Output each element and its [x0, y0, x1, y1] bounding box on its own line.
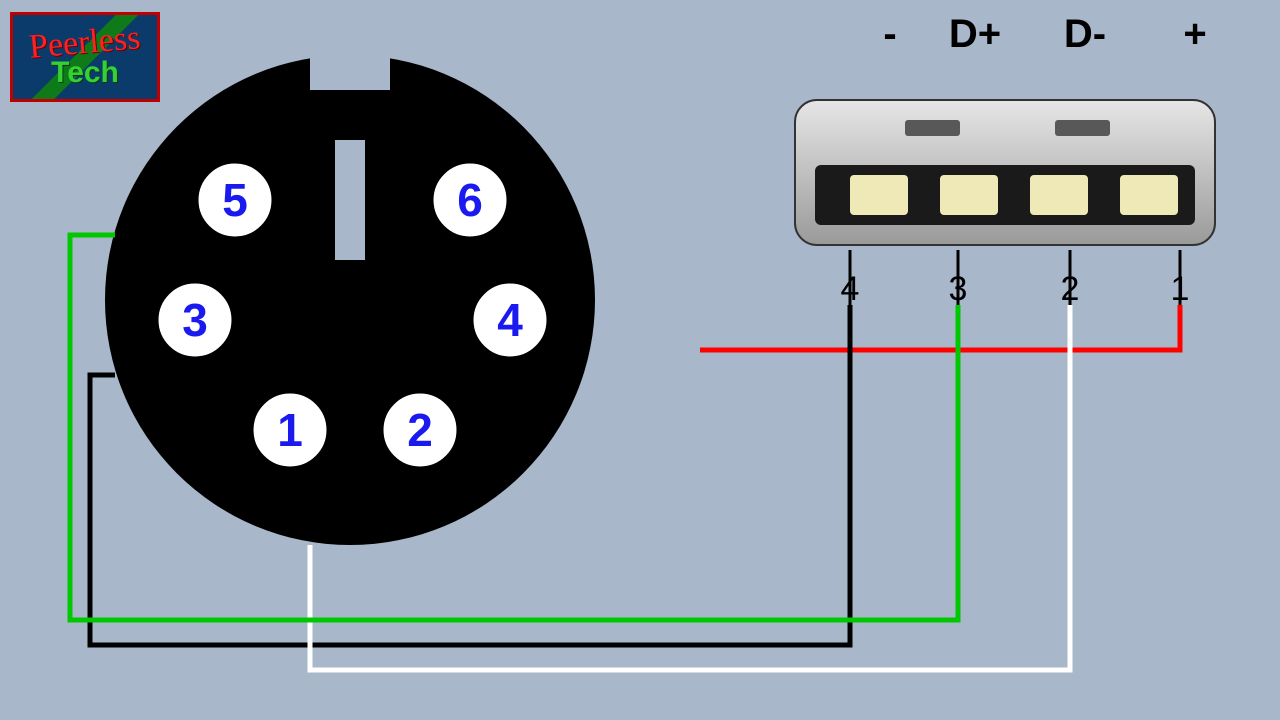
- usb-top-label: D+: [949, 12, 1001, 56]
- din-pin-2: 2: [382, 392, 458, 468]
- din-pin-label: 4: [497, 294, 523, 346]
- din-pin-label: 6: [457, 174, 483, 226]
- logo-line1: Peerless: [28, 23, 142, 63]
- wiring-diagram: 1 2 3 4 5 6 - D+ D- +4 3 2 1: [0, 0, 1280, 720]
- din-connector: 1 2 3 4 5 6: [105, 55, 595, 545]
- usb-top-label: +: [1183, 12, 1206, 56]
- usb-contact: [1030, 175, 1088, 215]
- usb-top-label: D-: [1064, 12, 1106, 56]
- usb-contact: [940, 175, 998, 215]
- din-pin-label: 2: [407, 404, 433, 456]
- wire-red: [700, 305, 1180, 350]
- din-pin-label: 1: [277, 404, 303, 456]
- din-pin-label: 3: [182, 294, 208, 346]
- din-pin-3: 3: [157, 282, 233, 358]
- din-pin-4: 4: [472, 282, 548, 358]
- usb-shell-hole: [1055, 120, 1110, 136]
- din-pin-1: 1: [252, 392, 328, 468]
- din-key-slot: [335, 140, 365, 260]
- usb-contact: [1120, 175, 1178, 215]
- din-pin-label: 5: [222, 174, 248, 226]
- usb-connector: -D+D-+4321: [795, 12, 1215, 308]
- logo-badge: Peerless Tech: [10, 12, 160, 102]
- din-pin-5: 5: [197, 162, 273, 238]
- din-pin-6: 6: [432, 162, 508, 238]
- usb-shell-hole: [905, 120, 960, 136]
- usb-top-label: -: [883, 12, 896, 56]
- usb-contact: [850, 175, 908, 215]
